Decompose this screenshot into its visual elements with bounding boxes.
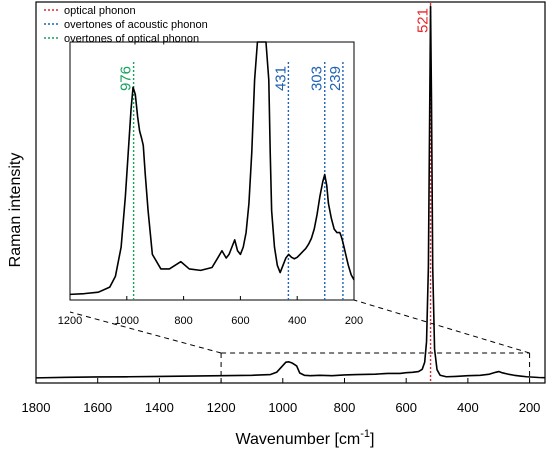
main-plot-frame — [35, 1, 546, 384]
inset-x-axis-ticks: 1200 1000 800 600 400 200 — [58, 296, 363, 327]
x-tick-label: 800 — [334, 400, 356, 415]
inset-spectrum — [69, 41, 355, 296]
x-tick-label: 1200 — [207, 400, 236, 415]
main-plot-axes — [35, 1, 546, 384]
spectrum-line — [35, 5, 546, 379]
inset-tick-label: 600 — [231, 315, 249, 327]
inset-plot: 976 431 303 239 1200 1000 800 600 400 200 — [58, 41, 363, 327]
peak-label-976: 976 — [118, 66, 135, 91]
legend-label: optical phonon — [64, 5, 136, 17]
peak-label-303: 303 — [309, 66, 326, 91]
x-tick-label: 200 — [519, 400, 541, 415]
x-axis-label: Wavenumber [cm-1] — [235, 428, 374, 448]
peak-label-521: 521 — [415, 8, 432, 33]
inset-tick-label: 1200 — [58, 315, 82, 327]
x-axis-label-main: Wavenumber [cm — [235, 431, 360, 448]
peak-label-431: 431 — [272, 66, 289, 91]
inset-background — [69, 41, 355, 301]
inset-tick-label: 800 — [174, 315, 192, 327]
legend-label: overtones of acoustic phonon — [64, 19, 208, 31]
legend: optical phonon overtones of acoustic phon… — [44, 5, 208, 45]
y-axis-label: Raman intensity — [7, 153, 24, 268]
zoom-connector-right — [353, 299, 530, 354]
inset-tick-label: 200 — [345, 315, 363, 327]
inset-peak-markers: 976 431 303 239 — [118, 62, 344, 300]
zoom-connector-lines — [69, 299, 531, 383]
inset-tick-label: 400 — [288, 315, 306, 327]
x-tick-label: 400 — [457, 400, 479, 415]
x-tick-label: 1000 — [268, 400, 297, 415]
inset-spectrum-line — [69, 41, 355, 296]
x-tick-label: 1400 — [145, 400, 174, 415]
main-spectrum — [35, 5, 546, 379]
x-tick-label: 1800 — [22, 400, 51, 415]
zoom-connector-left — [69, 311, 222, 354]
peak-label-239: 239 — [327, 66, 344, 91]
x-axis-label-end: ] — [370, 431, 374, 448]
inset-tick-label: 1000 — [115, 315, 139, 327]
x-tick-label: 1600 — [83, 400, 112, 415]
main-peak-markers: 521 — [415, 3, 432, 383]
x-axis-label-sup: -1 — [360, 428, 370, 440]
legend-label: overtones of optical phonon — [64, 33, 199, 45]
x-tick-label: 600 — [395, 400, 417, 415]
